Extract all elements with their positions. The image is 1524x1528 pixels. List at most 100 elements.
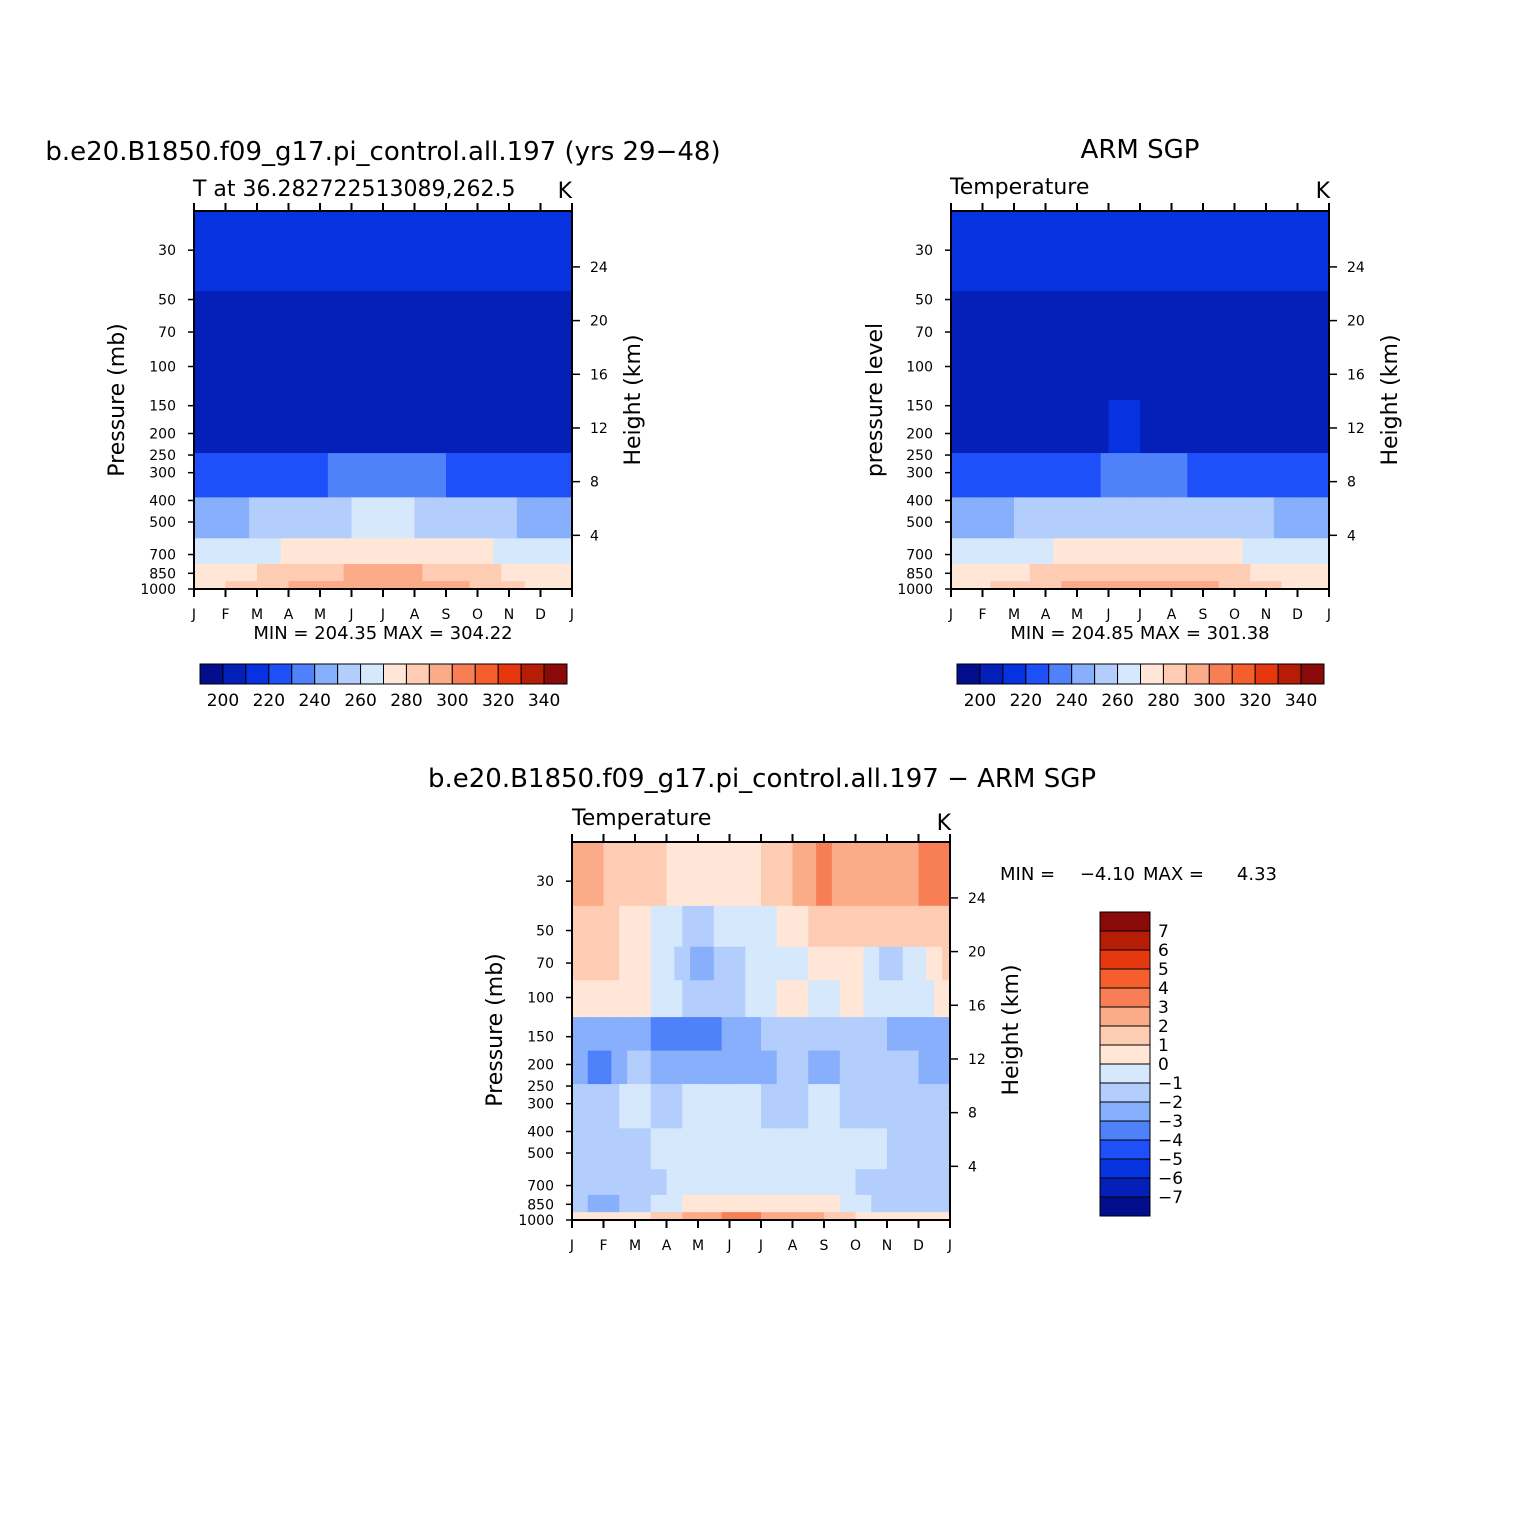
heatmap-cell bbox=[1116, 211, 1125, 292]
heatmap-cell bbox=[990, 497, 999, 539]
heatmap-cell bbox=[713, 1050, 723, 1085]
heatmap-cell bbox=[737, 842, 746, 907]
colorbar-tick-label: 340 bbox=[1285, 691, 1317, 711]
heatmap-cell bbox=[761, 1050, 770, 1085]
x-tick-label: J bbox=[758, 1238, 763, 1254]
heatmap-cell bbox=[359, 291, 368, 350]
heatmap-cell bbox=[682, 1212, 691, 1220]
heatmap-cell bbox=[847, 905, 857, 948]
heatmap-cell bbox=[414, 453, 423, 498]
colorbar-swatch bbox=[314, 663, 339, 685]
heatmap-cell bbox=[304, 400, 313, 454]
heatmap-cell bbox=[776, 1169, 786, 1196]
y-tick-label: 30 bbox=[915, 243, 933, 259]
colorbar-swatch bbox=[474, 663, 499, 685]
colorbar-swatch bbox=[1254, 663, 1279, 685]
heatmap-cell bbox=[304, 349, 313, 401]
heatmap-cell bbox=[1037, 211, 1047, 292]
colorbar-swatch bbox=[1099, 1006, 1151, 1027]
heatmap-cell bbox=[406, 211, 416, 292]
y-tick-label: 1000 bbox=[897, 582, 933, 598]
heatmap-cell bbox=[572, 1128, 581, 1170]
heatmap-cell bbox=[942, 1194, 950, 1213]
heatmap-cell bbox=[1124, 538, 1133, 565]
colorbar-swatch bbox=[1300, 663, 1325, 685]
heatmap-cell bbox=[831, 1128, 841, 1170]
y-right-tick-label: 16 bbox=[590, 367, 608, 383]
heatmap-cell bbox=[674, 842, 683, 907]
heatmap-cell bbox=[438, 538, 447, 565]
heatmap-cell bbox=[414, 400, 423, 454]
heatmap-cell bbox=[1140, 497, 1149, 539]
heatmap-cell bbox=[422, 497, 431, 539]
heatmap-cell bbox=[201, 400, 211, 454]
heatmap-cell bbox=[579, 905, 589, 948]
heatmap-cell bbox=[721, 1084, 731, 1129]
heatmap-cell bbox=[721, 1169, 731, 1196]
heatmap-cell bbox=[217, 563, 227, 582]
heatmap-cell bbox=[910, 1084, 920, 1129]
heatmap-cell bbox=[847, 1212, 857, 1220]
heatmap-cell bbox=[1092, 211, 1102, 292]
heatmap-cell bbox=[627, 1084, 636, 1129]
heatmap-cell bbox=[548, 563, 557, 582]
heatmap-cell bbox=[666, 980, 675, 1018]
heatmap-cell bbox=[1140, 581, 1149, 589]
heatmap-cell bbox=[1132, 453, 1141, 498]
heatmap-cell bbox=[485, 538, 494, 565]
heatmap-cell bbox=[304, 453, 313, 498]
heatmap-cell bbox=[430, 291, 439, 350]
heatmap-cell bbox=[658, 1128, 668, 1170]
x-tick-label: O bbox=[1229, 607, 1240, 623]
heatmap-cell bbox=[327, 211, 337, 292]
heatmap-cell bbox=[1006, 563, 1015, 582]
heatmap-cell bbox=[792, 905, 801, 948]
heatmap-cell bbox=[951, 497, 960, 539]
heatmap-cell bbox=[461, 497, 471, 539]
heatmap-cell bbox=[249, 581, 258, 589]
heatmap-cell bbox=[438, 497, 447, 539]
heatmap-cell bbox=[532, 563, 542, 582]
heatmap-cell bbox=[1014, 349, 1023, 401]
heatmap-cell bbox=[532, 453, 542, 498]
heatmap-cell bbox=[383, 497, 392, 539]
heatmap-cell bbox=[327, 349, 337, 401]
heatmap-cell bbox=[587, 1017, 597, 1052]
heatmap-cell bbox=[745, 1084, 754, 1129]
colorbar-tick-label: −4 bbox=[1158, 1131, 1183, 1151]
heatmap-cell bbox=[288, 581, 297, 589]
heatmap-cell bbox=[1218, 563, 1228, 582]
heatmap-cell bbox=[902, 842, 912, 907]
heatmap-cell bbox=[1053, 563, 1062, 582]
heatmap-cell bbox=[951, 349, 960, 401]
heatmap-cell bbox=[776, 1017, 786, 1052]
heatmap-cell bbox=[753, 1212, 762, 1220]
heatmap-cell bbox=[1273, 349, 1283, 401]
heatmap-cell bbox=[493, 563, 502, 582]
heatmap-cell bbox=[721, 842, 731, 907]
heatmap-cell bbox=[784, 1212, 794, 1220]
heatmap-cell bbox=[572, 905, 581, 948]
heatmap-cell bbox=[942, 946, 950, 981]
heatmap-cell bbox=[642, 905, 652, 948]
heatmap-cell bbox=[1281, 538, 1291, 565]
heatmap-cell bbox=[910, 842, 920, 907]
heatmap-cell bbox=[1163, 538, 1173, 565]
heatmap-cell bbox=[469, 563, 479, 582]
heatmap-cell bbox=[304, 497, 313, 539]
heatmap-cell bbox=[1163, 291, 1173, 350]
heatmap-cell bbox=[1289, 453, 1299, 498]
heatmap-cell bbox=[595, 980, 605, 1018]
heatmap-cell bbox=[982, 211, 991, 292]
panel-subtitle-model: T at 36.282722513089,262.5 bbox=[192, 177, 515, 202]
heatmap-cell bbox=[1014, 563, 1023, 582]
heatmap-cell bbox=[280, 538, 290, 565]
minmax-label-min-diff: MIN = bbox=[1000, 864, 1055, 885]
heatmap-cell bbox=[776, 946, 786, 981]
heatmap-cell bbox=[595, 842, 605, 907]
heatmap-cell bbox=[729, 1050, 738, 1085]
y-tick-label: 70 bbox=[915, 325, 933, 341]
heatmap-cell bbox=[824, 1128, 833, 1170]
heatmap-cell bbox=[1045, 538, 1054, 565]
heatmap-cell bbox=[1116, 400, 1125, 454]
